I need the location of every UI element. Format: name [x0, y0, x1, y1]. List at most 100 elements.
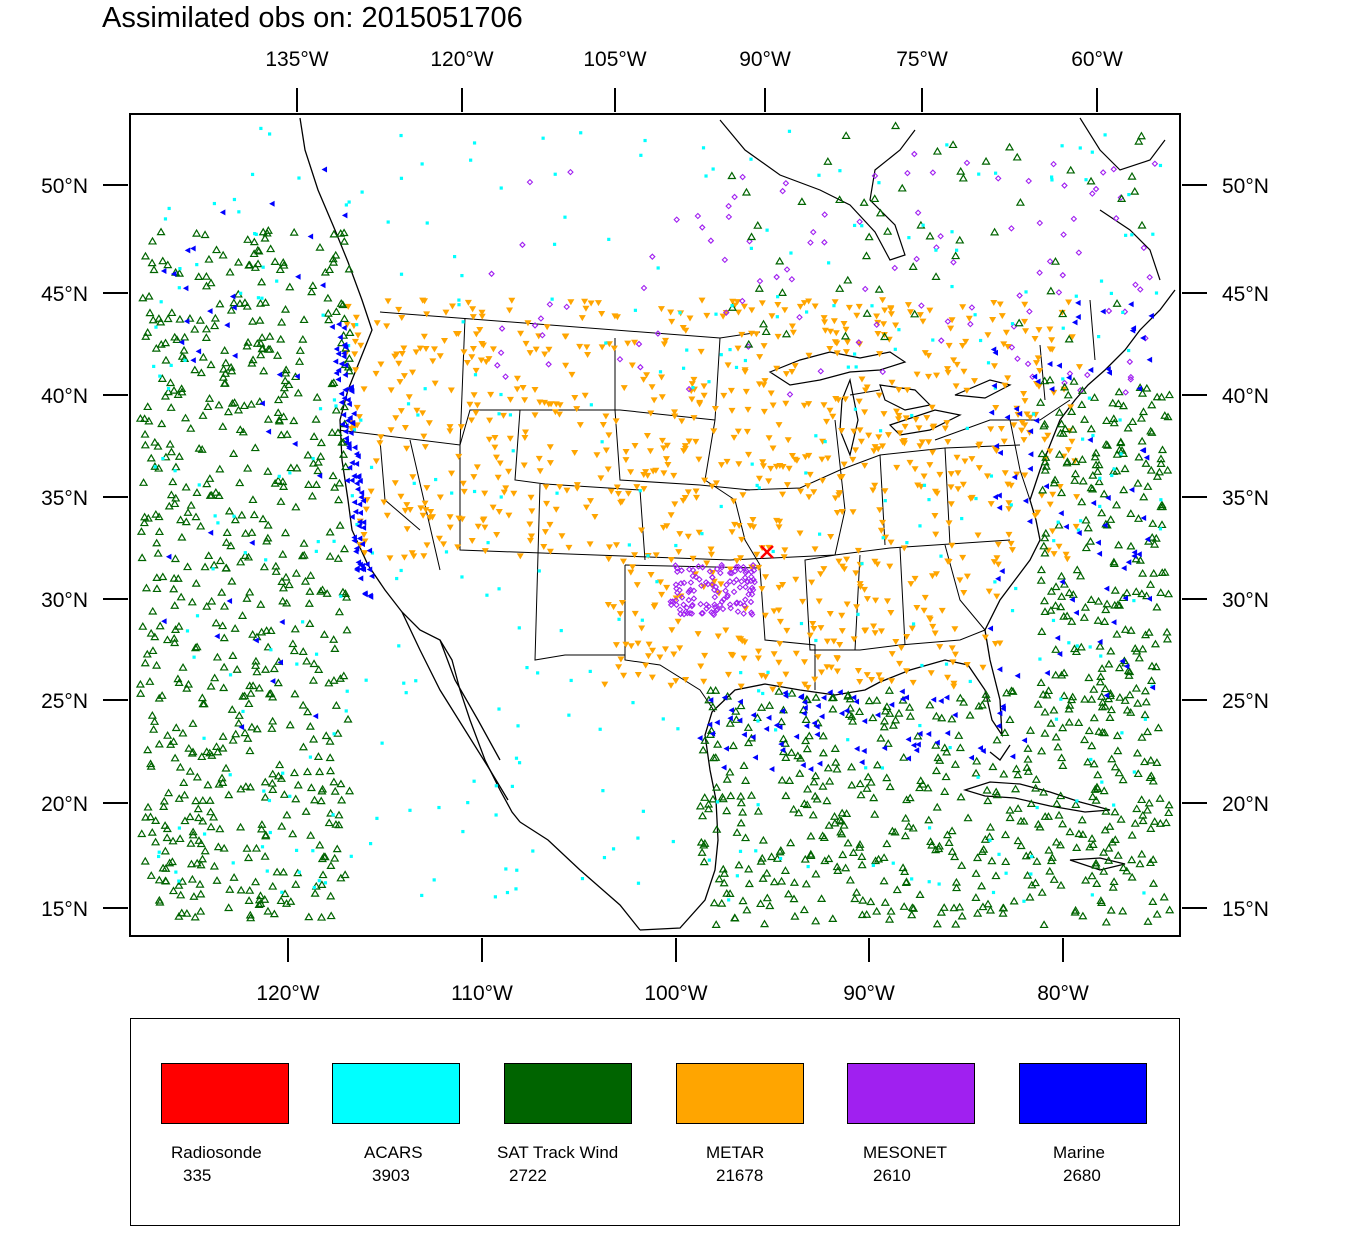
sat-wind-point [1137, 732, 1147, 741]
legend-swatch [847, 1063, 975, 1124]
metar-point [700, 584, 708, 591]
sat-wind-point [170, 638, 180, 647]
sat-wind-point [158, 572, 168, 581]
sat-wind-point [852, 887, 862, 896]
sat-wind-point [864, 696, 874, 705]
sat-wind-point [884, 914, 895, 923]
sat-wind-point [973, 908, 983, 917]
metar-point [833, 510, 841, 517]
acars-point [260, 296, 264, 300]
sat-wind-point [236, 557, 246, 566]
sat-wind-point [286, 897, 296, 905]
metar-point [985, 588, 993, 595]
marine-point [859, 759, 865, 766]
sat-wind-point [191, 796, 201, 805]
acars-point [771, 549, 775, 554]
marine-point [349, 459, 355, 466]
mesonet-point [685, 596, 693, 604]
sat-wind-point [775, 256, 785, 265]
acars-point [891, 861, 895, 865]
mesonet-point [1016, 292, 1023, 299]
sat-wind-point [187, 597, 197, 606]
metar-point [506, 396, 514, 403]
sat-wind-point [247, 528, 257, 536]
metar-point [420, 553, 428, 560]
sat-wind-point [242, 594, 252, 602]
sat-wind-point [809, 777, 819, 786]
sat-wind-point [806, 849, 816, 858]
metar-point [984, 332, 992, 339]
metar-point [830, 318, 838, 325]
sat-wind-point [719, 878, 729, 887]
metar-point [624, 490, 632, 497]
metar-point [722, 627, 730, 634]
metar-point [738, 536, 746, 543]
sat-wind-point [329, 229, 339, 238]
mesonet-point [821, 239, 828, 246]
mesonet-point [1075, 249, 1083, 256]
marine-point [752, 754, 758, 761]
metar-point [805, 401, 813, 408]
metar-point [697, 663, 705, 670]
acars-point [602, 855, 607, 860]
metar-point [896, 430, 904, 437]
metar-point [1018, 427, 1026, 434]
sat-wind-point [931, 740, 941, 749]
metar-point [752, 331, 760, 338]
acars-point [295, 662, 299, 666]
sat-wind-point [1102, 416, 1112, 425]
sat-wind-point [983, 899, 993, 908]
marine-point [988, 409, 995, 416]
acars-point [846, 365, 850, 369]
sat-wind-point [262, 626, 272, 634]
acars-point [1158, 527, 1163, 531]
metar-point [992, 447, 1000, 454]
marine-point [915, 741, 921, 748]
acars-point [195, 614, 200, 618]
marine-point [917, 730, 923, 737]
mesonet-point [937, 337, 945, 344]
sat-wind-point [230, 515, 240, 524]
metar-point [728, 407, 736, 414]
metar-point [613, 484, 621, 491]
sat-wind-point [1058, 723, 1068, 732]
acars-point [993, 580, 997, 584]
metar-point [1056, 484, 1064, 491]
mesonet-point [696, 576, 703, 583]
acars-point [700, 532, 704, 536]
metar-point [840, 461, 848, 468]
sat-wind-point [1016, 841, 1026, 850]
sat-wind-point [925, 700, 935, 709]
metar-point [996, 640, 1004, 647]
marine-point [207, 308, 213, 315]
acars-point [515, 868, 519, 872]
metar-point [401, 507, 409, 514]
sat-wind-point [261, 831, 271, 840]
sat-wind-point [1147, 400, 1157, 409]
acars-point [1050, 178, 1054, 182]
sat-wind-point [931, 272, 941, 280]
metar-point [468, 417, 476, 424]
sat-wind-point [161, 355, 171, 364]
sat-wind-point [146, 871, 156, 879]
sat-wind-point [243, 734, 253, 742]
marine-point [341, 212, 348, 219]
sat-wind-point [840, 331, 851, 340]
metar-point [397, 493, 405, 500]
sat-wind-point [268, 881, 278, 890]
acars-point [416, 413, 420, 417]
marine-point [1125, 559, 1132, 566]
marine-point [837, 689, 843, 696]
sat-wind-point [186, 500, 196, 509]
metar-point [362, 506, 370, 513]
sat-wind-point [1057, 670, 1067, 679]
sat-wind-point [762, 868, 772, 877]
sat-wind-point [866, 777, 876, 786]
acars-point [588, 669, 592, 674]
acars-point [1090, 893, 1094, 897]
sat-wind-point [892, 885, 902, 894]
sat-wind-point [328, 254, 338, 263]
acars-point [655, 580, 659, 584]
sat-wind-point [1101, 605, 1111, 614]
sat-wind-point [288, 829, 298, 838]
